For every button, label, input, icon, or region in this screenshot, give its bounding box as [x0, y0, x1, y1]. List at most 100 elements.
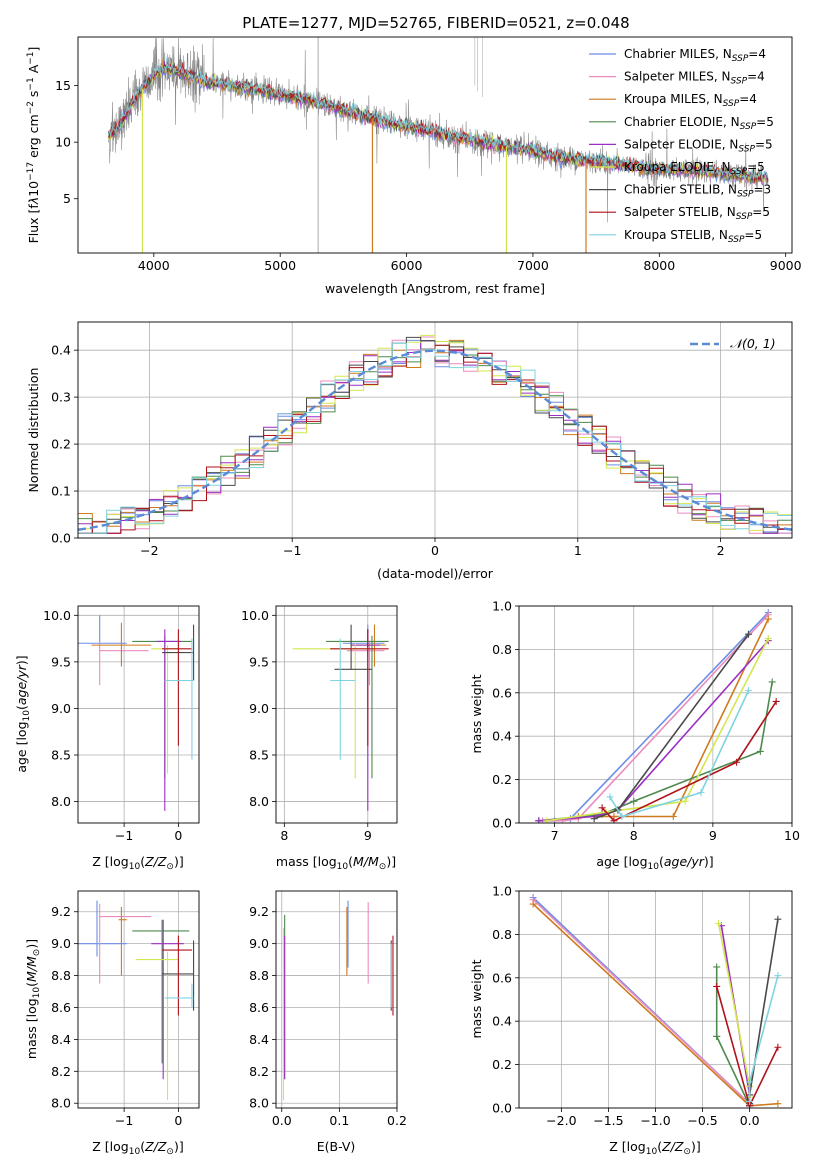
y-tick-label: 0.8 — [492, 927, 512, 942]
weight-marker — [756, 747, 764, 755]
weight-line — [601, 701, 777, 822]
weight-marker — [606, 793, 614, 801]
weight-vs-age-xlabel: age [log10(age/yr)] — [596, 854, 713, 872]
x-tick-label: 8000 — [643, 258, 675, 273]
y-tick-label: 1.0 — [492, 599, 512, 614]
y-tick-label: 0.0 — [492, 1101, 512, 1116]
weight-marker — [746, 1078, 754, 1086]
weight-marker — [669, 812, 677, 820]
axes-mass_vs_z: −1 0 8.0 8.2 8.4 8.6 8.8 9.0 9.2 Z [log10(Z/Z⊙)] m… — [24, 890, 200, 1157]
weight-marker — [774, 972, 782, 980]
x-tick-label: 9000 — [770, 258, 802, 273]
y-tick-label: 8.2 — [249, 1064, 269, 1079]
x-tick-label: 9 — [364, 828, 372, 843]
weight-marker — [598, 804, 606, 812]
y-tick-label: 8.2 — [51, 1064, 71, 1079]
x-tick-label: 5000 — [264, 258, 296, 273]
y-tick-label: 0.3 — [51, 390, 71, 405]
weight-marker — [764, 615, 772, 623]
y-tick-label: 8.8 — [249, 968, 269, 983]
age-vs-mass-xlabel: mass [log10(M/M⊙)] — [276, 854, 396, 872]
y-tick-label: 5 — [63, 191, 71, 206]
y-tick-label: 9.5 — [51, 654, 71, 669]
histogram-step-line — [78, 339, 792, 534]
y-tick-label: 8.0 — [249, 1096, 269, 1111]
y-tick-label: 8.5 — [51, 748, 71, 763]
weight-line — [546, 638, 770, 822]
weight-marker — [529, 900, 537, 908]
age-vs-z-xlabel: Z [log10(Z/Z⊙)] — [92, 854, 183, 872]
x-tick-label: 2 — [717, 543, 725, 558]
axes-residuals: −2 −1 0 1 2 0.0 0.1 0.2 0.3 0.4 𝒩(0, 1) (data-model… — [26, 321, 793, 581]
axes-frame — [77, 605, 200, 824]
x-tick-label: 0 — [431, 543, 439, 558]
y-tick-label: 1.0 — [492, 884, 512, 899]
weight-vs-z-ylabel: mass weight — [469, 959, 484, 1038]
weight-marker — [681, 797, 689, 805]
y-tick-label: 9.2 — [249, 904, 269, 919]
y-tick-label: 0.0 — [51, 531, 71, 546]
x-tick-label: 1 — [574, 543, 582, 558]
spectrum-legend: Chabrier MILES, NSSP=4 Salpeter MILES, NS… — [589, 47, 774, 245]
x-tick-label: 9 — [709, 828, 717, 843]
x-tick-label: 0 — [174, 1113, 182, 1128]
weight-marker — [733, 758, 741, 766]
y-tick-label: 8.4 — [51, 1032, 71, 1047]
y-tick-label: 0.2 — [492, 1057, 512, 1072]
y-tick-label: 0.0 — [492, 816, 512, 831]
weight-marker — [543, 817, 551, 823]
y-tick-label: 9.0 — [51, 701, 71, 716]
y-tick-label: 8.0 — [51, 1096, 71, 1111]
axes-frame — [77, 890, 200, 1109]
y-tick-label: 0.4 — [492, 1014, 512, 1029]
weight-marker — [713, 982, 721, 990]
y-tick-label: 0.6 — [492, 970, 512, 985]
weight-marker — [697, 789, 705, 797]
weight-marker — [772, 697, 780, 705]
x-tick-label: −1 — [115, 1113, 133, 1128]
x-tick-label: 8 — [630, 828, 638, 843]
axes-frame — [275, 605, 398, 824]
weight-marker — [713, 963, 721, 971]
weight-marker — [744, 687, 752, 695]
x-tick-label: 0.0 — [740, 1113, 760, 1128]
y-tick-label: 10.0 — [241, 608, 269, 623]
mass-vs-z-ylabel: mass [log10(M/M⊙)] — [24, 939, 42, 1059]
weight-vs-age-ylabel: mass weight — [469, 674, 484, 753]
normal-curve-line — [78, 349, 792, 531]
x-tick-label: −1 — [115, 828, 133, 843]
x-tick-label: 4000 — [138, 258, 170, 273]
x-tick-label: −1.0 — [640, 1113, 670, 1128]
weight-marker — [774, 1100, 782, 1108]
y-tick-label: 8.0 — [51, 794, 71, 809]
residuals-xlabel: (data-model)/error — [377, 566, 494, 581]
y-tick-label: 9.0 — [249, 701, 269, 716]
plot-area-age_vs_z — [78, 615, 195, 811]
weight-marker — [774, 915, 782, 923]
age-vs-z-ylabel: age [log10(age/yr)] — [14, 655, 32, 772]
weight-marker — [610, 817, 618, 823]
weight-marker — [744, 630, 752, 638]
y-tick-label: 8.8 — [51, 968, 71, 983]
spectrum-model-line — [107, 53, 769, 181]
x-tick-label: 0 — [174, 828, 182, 843]
histogram-step-line — [78, 344, 792, 534]
x-tick-label: 7 — [551, 828, 559, 843]
residuals-ylabel: Normed distribution — [26, 368, 41, 493]
spectrum-ylabel-text: Flux [fλ10−17 erg cm−2 s−1 A−1] — [26, 47, 41, 244]
spectrum-xlabel: wavelength [Angstrom, rest frame] — [325, 281, 545, 296]
weight-vs-z-xlabel: Z [log10(Z/Z⊙)] — [609, 1139, 700, 1157]
y-tick-label: 10.0 — [43, 608, 71, 623]
weight-marker — [774, 1043, 782, 1051]
plot-area-spectrum — [107, 37, 769, 253]
x-tick-label: 8 — [280, 828, 288, 843]
y-tick-label: 0.6 — [492, 685, 512, 700]
y-tick-label: 0.4 — [51, 343, 71, 358]
axes-frame — [275, 890, 398, 1109]
weight-marker — [768, 678, 776, 686]
y-tick-label: 0.1 — [51, 484, 71, 499]
weight-marker — [535, 817, 543, 823]
plot-area-mass_vs_z — [78, 900, 195, 1101]
weight-marker — [618, 812, 626, 820]
